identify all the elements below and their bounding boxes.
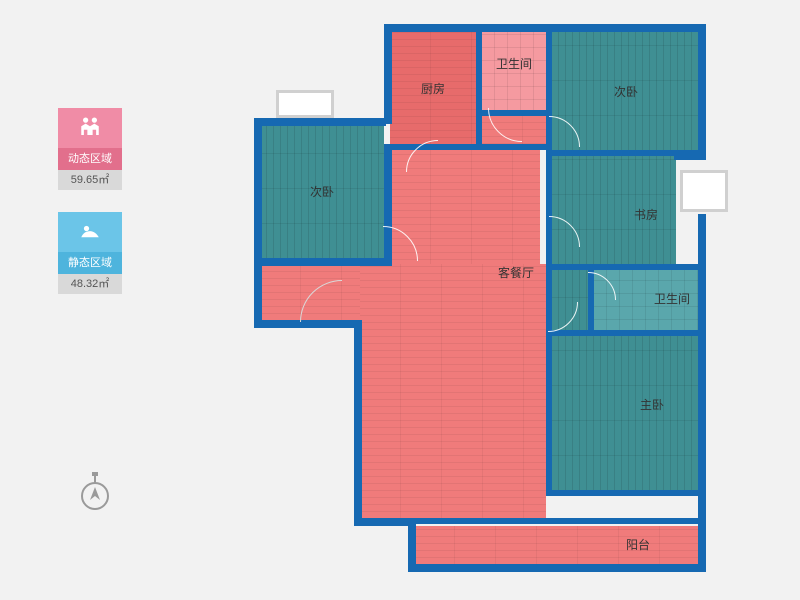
room-bath2: 卫生间 bbox=[594, 270, 700, 332]
label-master: 主卧 bbox=[640, 396, 664, 413]
legend-dynamic: 动态区域 59.65㎡ bbox=[58, 108, 122, 190]
rest-icon bbox=[58, 212, 122, 252]
label-balcony: 阳台 bbox=[626, 536, 650, 553]
room-living-main: 客餐厅 bbox=[360, 264, 546, 518]
label-bed2b: 次卧 bbox=[310, 183, 334, 200]
label-living: 客餐厅 bbox=[498, 264, 534, 281]
room-bath1: 卫生间 bbox=[482, 32, 546, 112]
window-left bbox=[276, 90, 334, 118]
label-bed2a: 次卧 bbox=[614, 83, 638, 100]
legend-static-label: 静态区域 bbox=[58, 252, 122, 274]
people-icon bbox=[58, 108, 122, 148]
label-bath1: 卫生间 bbox=[496, 55, 532, 72]
room-bed-left: 次卧 bbox=[260, 124, 384, 258]
label-bath2: 卫生间 bbox=[654, 290, 690, 307]
window-right bbox=[680, 170, 728, 212]
legend-static: 静态区域 48.32㎡ bbox=[58, 212, 122, 294]
room-balcony: 阳台 bbox=[414, 526, 704, 564]
room-kitchen: 厨房 bbox=[390, 32, 476, 144]
label-kitchen: 厨房 bbox=[421, 80, 445, 97]
compass-icon bbox=[78, 472, 112, 512]
room-master: 主卧 bbox=[552, 336, 700, 490]
label-study: 书房 bbox=[634, 206, 658, 223]
legend-dynamic-label: 动态区域 bbox=[58, 148, 122, 170]
legend-panel: 动态区域 59.65㎡ 静态区域 48.32㎡ bbox=[58, 108, 122, 316]
floor-plan: 客餐厅 厨房 卫生间 次卧 次卧 书房 卫生间 主卧 阳台 bbox=[200, 20, 740, 572]
legend-static-value: 48.32㎡ bbox=[58, 274, 122, 294]
legend-dynamic-value: 59.65㎡ bbox=[58, 170, 122, 190]
room-study: 书房 bbox=[552, 156, 676, 264]
